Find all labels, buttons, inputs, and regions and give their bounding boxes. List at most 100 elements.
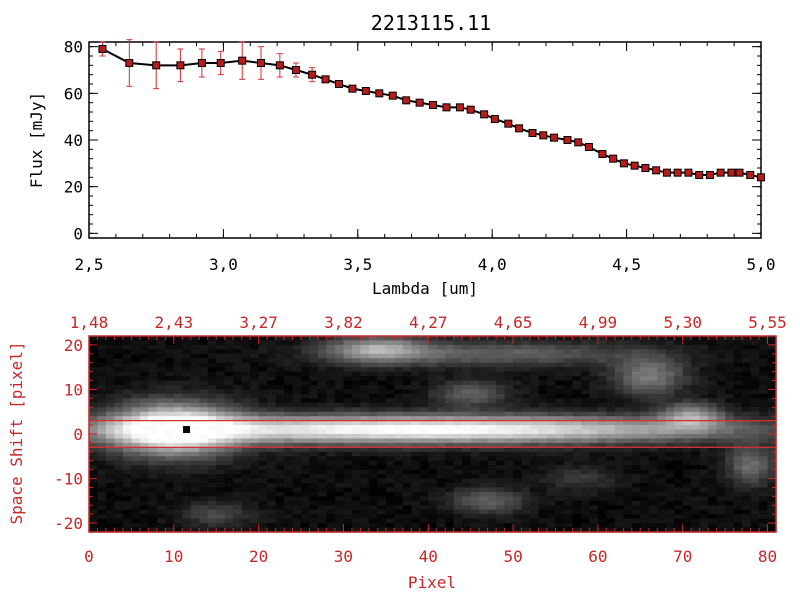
heatmap-cell (360, 393, 370, 399)
heatmap-cell (351, 416, 362, 422)
heatmap-cell (530, 456, 540, 462)
heatmap-cell (750, 491, 760, 497)
heatmap-cell (216, 393, 226, 399)
heatmap-cell (122, 407, 133, 413)
heatmap-cell (241, 496, 251, 502)
data-point (716, 168, 725, 177)
heatmap-cell (699, 451, 709, 457)
heatmap-cell (453, 491, 463, 497)
heatmap-cell (411, 420, 421, 426)
heatmap-cell (156, 527, 166, 533)
heatmap-cell (148, 496, 158, 502)
heatmap-cell (555, 340, 565, 346)
heatmap-cell (165, 496, 175, 502)
heatmap-cell (173, 474, 183, 480)
heatmap-cell (368, 434, 378, 440)
heatmap-cell (318, 442, 328, 448)
heatmap-cell (606, 500, 616, 506)
heatmap-cell (725, 376, 735, 382)
heatmap-cell (479, 500, 489, 506)
heatmap-cell (708, 460, 718, 466)
heatmap-cell (733, 469, 743, 475)
heatmap-cell (479, 451, 489, 457)
heatmap-cell (453, 456, 463, 462)
heatmap-cell (165, 451, 175, 457)
heatmap-cell (326, 442, 336, 448)
heatmap-cell (190, 389, 200, 395)
heatmap-cell (114, 523, 124, 529)
heatmap-cell (597, 434, 607, 440)
heatmap-cell (555, 389, 565, 395)
heatmap-cell (309, 380, 319, 386)
heatmap-cell (139, 505, 149, 511)
heatmap-cell (97, 429, 107, 435)
heatmap-cell (504, 505, 514, 511)
heatmap-cell (139, 451, 149, 457)
heatmap-cell (199, 442, 209, 448)
heatmap-cell (614, 425, 624, 431)
heatmap-cell (207, 451, 217, 457)
heatmap-cell (555, 367, 565, 373)
heatmap-cell (267, 474, 277, 480)
heatmap-cell (275, 416, 285, 422)
heatmap-cell (572, 389, 582, 395)
heatmap-cell (326, 451, 336, 457)
heatmap-cell (309, 514, 319, 520)
heatmap-cell (207, 340, 217, 346)
heatmap-cell (682, 425, 692, 431)
heatmap-cell (513, 416, 523, 422)
heatmap-cell (470, 500, 480, 506)
heatmap-cell (563, 509, 574, 515)
heatmap-cell (699, 491, 709, 497)
shift-tick-label: 20 (64, 336, 83, 355)
heatmap-cell (572, 407, 582, 413)
heatmap-cell (504, 402, 514, 408)
heatmap-cell (224, 438, 234, 444)
heatmap-cell (479, 527, 489, 533)
heatmap-cell (699, 393, 709, 399)
heatmap-cell (767, 478, 777, 484)
heatmap-cell (224, 442, 234, 448)
heatmap-cell (131, 460, 141, 466)
heatmap-cell (691, 474, 701, 480)
heatmap-cell (708, 447, 718, 453)
heatmap-cell (402, 385, 412, 391)
heatmap-cell (572, 469, 582, 475)
heatmap-cell (97, 385, 107, 391)
heatmap-cell (284, 416, 294, 422)
heatmap-cell (759, 442, 769, 448)
heatmap-cell (436, 474, 446, 480)
heatmap-cell (699, 376, 709, 382)
heatmap-cell (665, 456, 675, 462)
heatmap-cell (640, 344, 650, 350)
heatmap-cell (589, 487, 599, 493)
heatmap-cell (301, 402, 311, 408)
heatmap-cell (199, 451, 209, 457)
heatmap-cell (139, 527, 149, 533)
heatmap-cell (402, 429, 412, 435)
heatmap-cell (589, 411, 599, 417)
heatmap-cell (606, 416, 616, 422)
heatmap-cell (292, 411, 302, 417)
data-point (455, 103, 464, 112)
heatmap-cell (742, 509, 752, 515)
heatmap-cell (122, 442, 133, 448)
heatmap-cell (708, 398, 718, 404)
heatmap-cell (402, 393, 412, 399)
heatmap-cell (267, 353, 277, 359)
heatmap-cell (89, 385, 99, 391)
heatmap-cell (580, 380, 591, 386)
heatmap-cell (665, 478, 675, 484)
heatmap-cell (436, 362, 446, 368)
heatmap-cell (708, 500, 718, 506)
heatmap-cell (708, 514, 718, 520)
heatmap-cell (334, 514, 345, 520)
heatmap-cell (89, 336, 99, 342)
heatmap-cell (614, 407, 624, 413)
heatmap-cell (657, 447, 667, 453)
heatmap-cell (377, 385, 387, 391)
heatmap-cell (131, 407, 141, 413)
heatmap-cell (674, 478, 684, 484)
heatmap-cell (182, 491, 192, 497)
heatmap-cell (725, 344, 735, 350)
